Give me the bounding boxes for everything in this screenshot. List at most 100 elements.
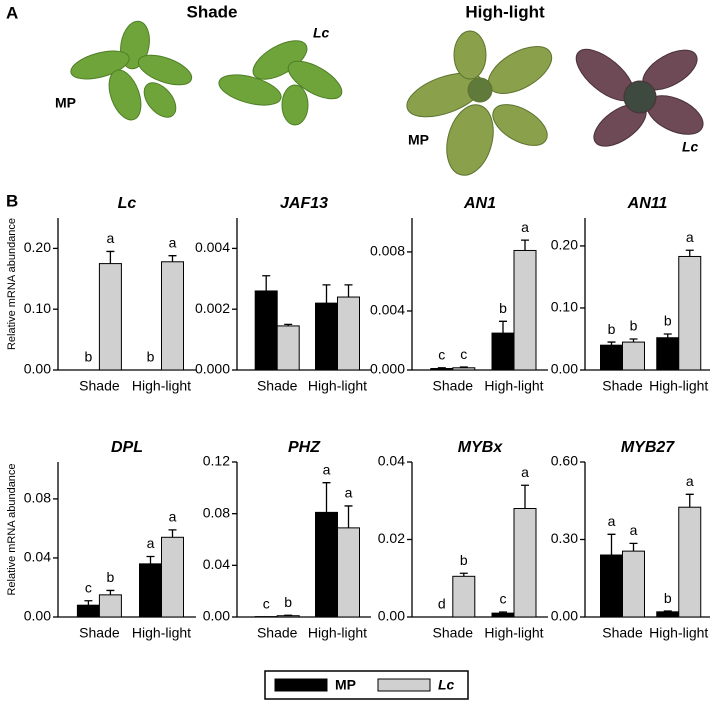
error-bar (607, 533, 616, 555)
bar (315, 511, 338, 618)
significance-letter: b (664, 590, 672, 606)
significance-letter: c (263, 595, 270, 611)
x-tick-label: Shade (257, 378, 298, 394)
significance-letter: c (500, 591, 507, 607)
x-tick-label: Shade (79, 625, 120, 641)
error-bar (168, 529, 177, 538)
error-bar (284, 323, 293, 326)
error-bar (663, 610, 672, 612)
bar (622, 341, 645, 371)
x-tick-label: Shade (602, 378, 643, 394)
y-tick-label: 0.00 (24, 608, 51, 624)
y-tick-label: 0.02 (378, 530, 405, 546)
panel-label: A (6, 3, 18, 22)
y-tick-label: 0.000 (195, 361, 230, 377)
x-tick-label: High-light (484, 625, 543, 641)
condition-label: High-light (465, 2, 545, 21)
x-tick-label: High-light (132, 625, 191, 641)
significance-letter: a (169, 509, 177, 525)
y-tick-label: 0.08 (203, 504, 230, 520)
y-tick-label: 0.004 (195, 239, 230, 255)
significance-letter: b (630, 318, 638, 334)
plant-label: Lc (682, 139, 699, 155)
x-tick-label: High-light (308, 378, 367, 394)
legend-label: MP (335, 677, 356, 693)
error-bar (106, 589, 115, 595)
significance-letter: a (608, 513, 616, 529)
x-tick-label: Shade (257, 625, 298, 641)
plant-label: MP (55, 95, 76, 111)
error-bar (344, 505, 353, 528)
x-tick-label: High-light (132, 378, 191, 394)
significance-letter: b (499, 300, 507, 316)
x-tick-label: High-light (484, 378, 543, 394)
legend-swatch (274, 678, 328, 692)
bar (98, 263, 122, 371)
bar (452, 575, 476, 618)
significance-letter: a (686, 473, 694, 489)
chart-title: Lc (118, 195, 137, 212)
y-tick-label: 0.60 (551, 453, 578, 469)
error-bar (322, 482, 331, 513)
y-tick-label: 0.00 (551, 608, 578, 624)
bar (622, 550, 645, 618)
bar (600, 554, 623, 618)
y-tick-label: 0.00 (203, 608, 230, 624)
significance-letter: a (521, 219, 529, 235)
bar (161, 261, 184, 371)
condition-label: Shade (186, 2, 237, 21)
significance-letter: b (460, 552, 468, 568)
y-tick-label: 0.04 (24, 549, 51, 565)
y-tick-label: 0.10 (551, 299, 578, 315)
y-tick-label: 0.004 (370, 302, 405, 318)
y-tick-label: 0.08 (24, 490, 51, 506)
x-tick-label: High-light (308, 625, 367, 641)
bar (600, 344, 623, 371)
panel-label: B (6, 191, 18, 210)
y-tick-label: 0.008 (370, 243, 405, 259)
y-tick-label: 0.20 (24, 239, 51, 255)
legend-box (264, 670, 469, 700)
significance-letter: b (85, 349, 93, 365)
bar (513, 249, 537, 371)
error-bar (685, 493, 694, 508)
bar (276, 325, 300, 371)
error-bar (685, 249, 694, 257)
y-tick-label: 0.30 (551, 530, 578, 546)
legend-swatch (377, 678, 431, 692)
significance-letter: a (147, 535, 155, 551)
error-bar (84, 600, 93, 606)
significance-letter: a (323, 461, 331, 477)
significance-letter: b (107, 569, 115, 585)
error-bar (106, 250, 115, 264)
y-tick-label: 0.00 (378, 608, 405, 624)
x-tick-label: High-light (649, 625, 708, 641)
significance-letter: a (169, 234, 177, 250)
error-bar (499, 320, 507, 334)
error-bar (629, 542, 638, 552)
bar (452, 367, 476, 371)
error-bar (168, 255, 177, 262)
x-tick-label: High-light (649, 378, 708, 394)
error-bar (262, 275, 271, 291)
chart-title: PHZ (288, 439, 321, 456)
y-tick-label: 0.04 (378, 453, 405, 469)
x-tick-label: Shade (79, 378, 120, 394)
y-tick-label: 0.000 (370, 361, 405, 377)
plant-label: MP (408, 132, 429, 148)
error-bar (344, 284, 353, 298)
significance-letter: a (107, 230, 115, 246)
significance-letter: b (147, 349, 155, 365)
error-bar (521, 484, 529, 509)
chart-title: MYBx (458, 439, 504, 456)
chart-title: AN11 (627, 195, 668, 212)
significance-letter: a (686, 229, 694, 245)
bar (76, 604, 100, 618)
legend-label: Lc (438, 677, 455, 693)
y-tick-label: 0.002 (195, 300, 230, 316)
bar (513, 508, 537, 618)
significance-letter: a (345, 485, 353, 501)
bar (139, 563, 162, 618)
significance-letter: b (608, 321, 616, 337)
